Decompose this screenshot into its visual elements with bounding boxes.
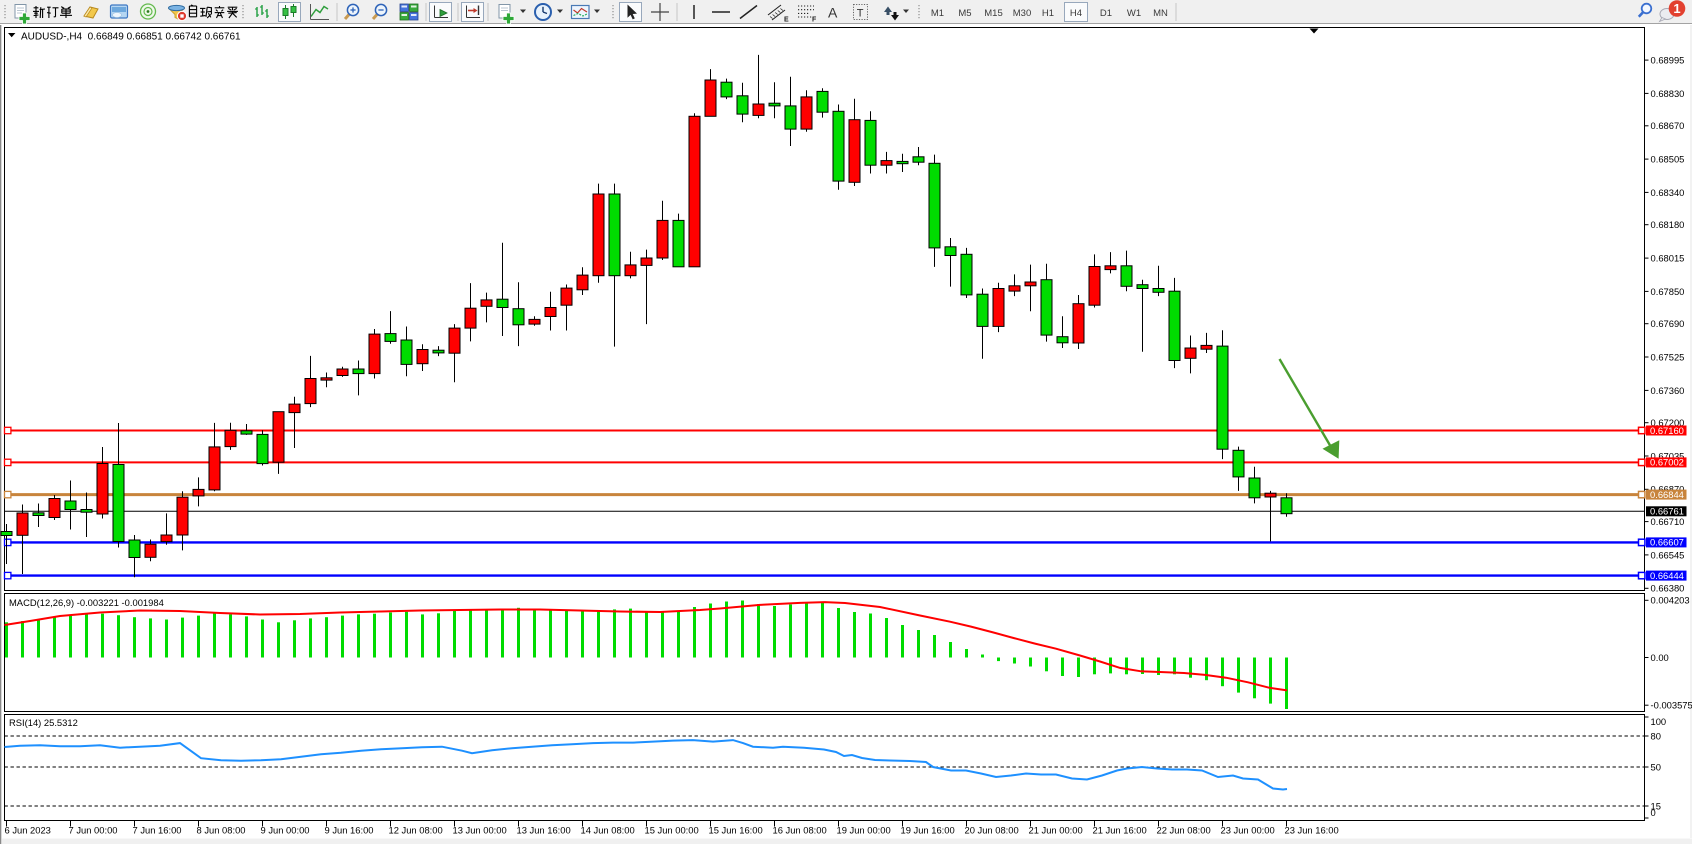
svg-text:0.004203: 0.004203 bbox=[1651, 595, 1690, 606]
svg-text:0.68015: 0.68015 bbox=[1651, 253, 1685, 264]
svg-text:14 Jun 08:00: 14 Jun 08:00 bbox=[581, 825, 635, 836]
svg-text:23 Jun 16:00: 23 Jun 16:00 bbox=[1285, 825, 1339, 836]
svg-text:1: 1 bbox=[1673, 1, 1680, 16]
svg-text:0.66710: 0.66710 bbox=[1651, 516, 1685, 527]
svg-text:19 Jun 00:00: 19 Jun 00:00 bbox=[837, 825, 891, 836]
svg-text:21 Jun 16:00: 21 Jun 16:00 bbox=[1093, 825, 1147, 836]
svg-text:7 Jun 16:00: 7 Jun 16:00 bbox=[133, 825, 182, 836]
svg-text:0.68340: 0.68340 bbox=[1651, 187, 1685, 198]
svg-text:W1: W1 bbox=[1127, 8, 1141, 19]
svg-text:15: 15 bbox=[1651, 800, 1661, 811]
svg-text:6 Jun 2023: 6 Jun 2023 bbox=[5, 825, 51, 836]
svg-text:80: 80 bbox=[1651, 730, 1661, 741]
svg-text:22 Jun 08:00: 22 Jun 08:00 bbox=[1157, 825, 1211, 836]
svg-text:50: 50 bbox=[1651, 761, 1661, 772]
svg-text:0.67360: 0.67360 bbox=[1651, 385, 1685, 396]
svg-text:23 Jun 00:00: 23 Jun 00:00 bbox=[1221, 825, 1275, 836]
svg-text:13 Jun 16:00: 13 Jun 16:00 bbox=[517, 825, 571, 836]
svg-text:16 Jun 08:00: 16 Jun 08:00 bbox=[773, 825, 827, 836]
svg-text:15 Jun 00:00: 15 Jun 00:00 bbox=[645, 825, 699, 836]
svg-text:9 Jun 00:00: 9 Jun 00:00 bbox=[261, 825, 310, 836]
svg-text:19 Jun 16:00: 19 Jun 16:00 bbox=[901, 825, 955, 836]
svg-text:0.66444: 0.66444 bbox=[1650, 570, 1684, 581]
svg-text:13 Jun 00:00: 13 Jun 00:00 bbox=[453, 825, 507, 836]
svg-text:0.66844: 0.66844 bbox=[1650, 489, 1684, 500]
svg-text:0.68670: 0.68670 bbox=[1651, 120, 1685, 131]
svg-text:0.66870: 0.66870 bbox=[1651, 484, 1685, 495]
svg-text:0.67160: 0.67160 bbox=[1650, 425, 1684, 436]
svg-text:MACD(12,26,9) -0.003221 -0.001: MACD(12,26,9) -0.003221 -0.001984 bbox=[9, 597, 164, 608]
svg-text:T: T bbox=[857, 8, 864, 20]
svg-text:0.68505: 0.68505 bbox=[1651, 154, 1685, 165]
svg-text:15 Jun 16:00: 15 Jun 16:00 bbox=[709, 825, 763, 836]
svg-text:0.68830: 0.68830 bbox=[1651, 88, 1685, 99]
svg-text:M30: M30 bbox=[1013, 8, 1031, 19]
svg-text:0.67035: 0.67035 bbox=[1651, 450, 1685, 461]
svg-text:E: E bbox=[784, 17, 789, 24]
svg-text:0.67002: 0.67002 bbox=[1650, 457, 1684, 468]
svg-text:D1: D1 bbox=[1100, 8, 1112, 19]
svg-text:0.68180: 0.68180 bbox=[1651, 219, 1685, 230]
svg-text:21 Jun 00:00: 21 Jun 00:00 bbox=[1029, 825, 1083, 836]
svg-text:0.66380: 0.66380 bbox=[1651, 583, 1685, 594]
svg-text:RSI(14) 25.5312: RSI(14) 25.5312 bbox=[9, 717, 78, 728]
svg-text:-0.003575: -0.003575 bbox=[1651, 700, 1692, 711]
svg-text:M1: M1 bbox=[931, 8, 944, 19]
svg-text:100: 100 bbox=[1651, 716, 1667, 727]
svg-text:20 Jun 08:00: 20 Jun 08:00 bbox=[965, 825, 1019, 836]
svg-text:H4: H4 bbox=[1070, 8, 1082, 19]
svg-text:9 Jun 16:00: 9 Jun 16:00 bbox=[325, 825, 374, 836]
svg-text:0.00: 0.00 bbox=[1651, 652, 1669, 663]
svg-text:H1: H1 bbox=[1042, 8, 1054, 19]
svg-text:12 Jun 08:00: 12 Jun 08:00 bbox=[389, 825, 443, 836]
svg-text:0.67200: 0.67200 bbox=[1651, 417, 1685, 428]
svg-text:0: 0 bbox=[1651, 807, 1656, 818]
svg-text:0.67690: 0.67690 bbox=[1651, 318, 1685, 329]
svg-text:0.68995: 0.68995 bbox=[1651, 55, 1685, 66]
svg-text:M15: M15 bbox=[984, 8, 1002, 19]
svg-text:F: F bbox=[812, 17, 817, 24]
svg-text:0.66545: 0.66545 bbox=[1651, 549, 1685, 560]
svg-text:MN: MN bbox=[1153, 8, 1168, 19]
svg-text:0.66607: 0.66607 bbox=[1650, 537, 1684, 548]
svg-text:7 Jun 00:00: 7 Jun 00:00 bbox=[69, 825, 118, 836]
svg-text:0.67525: 0.67525 bbox=[1651, 351, 1685, 362]
svg-text:0.67850: 0.67850 bbox=[1651, 286, 1685, 297]
svg-text:AUDUSD-,H4 0.66849 0.66851 0.: AUDUSD-,H4 0.66849 0.66851 0.66742 0.667… bbox=[21, 31, 241, 42]
svg-text:8 Jun 08:00: 8 Jun 08:00 bbox=[197, 825, 246, 836]
svg-text:A: A bbox=[828, 5, 838, 21]
svg-text:M5: M5 bbox=[958, 8, 971, 19]
svg-text:0.66761: 0.66761 bbox=[1650, 506, 1684, 517]
